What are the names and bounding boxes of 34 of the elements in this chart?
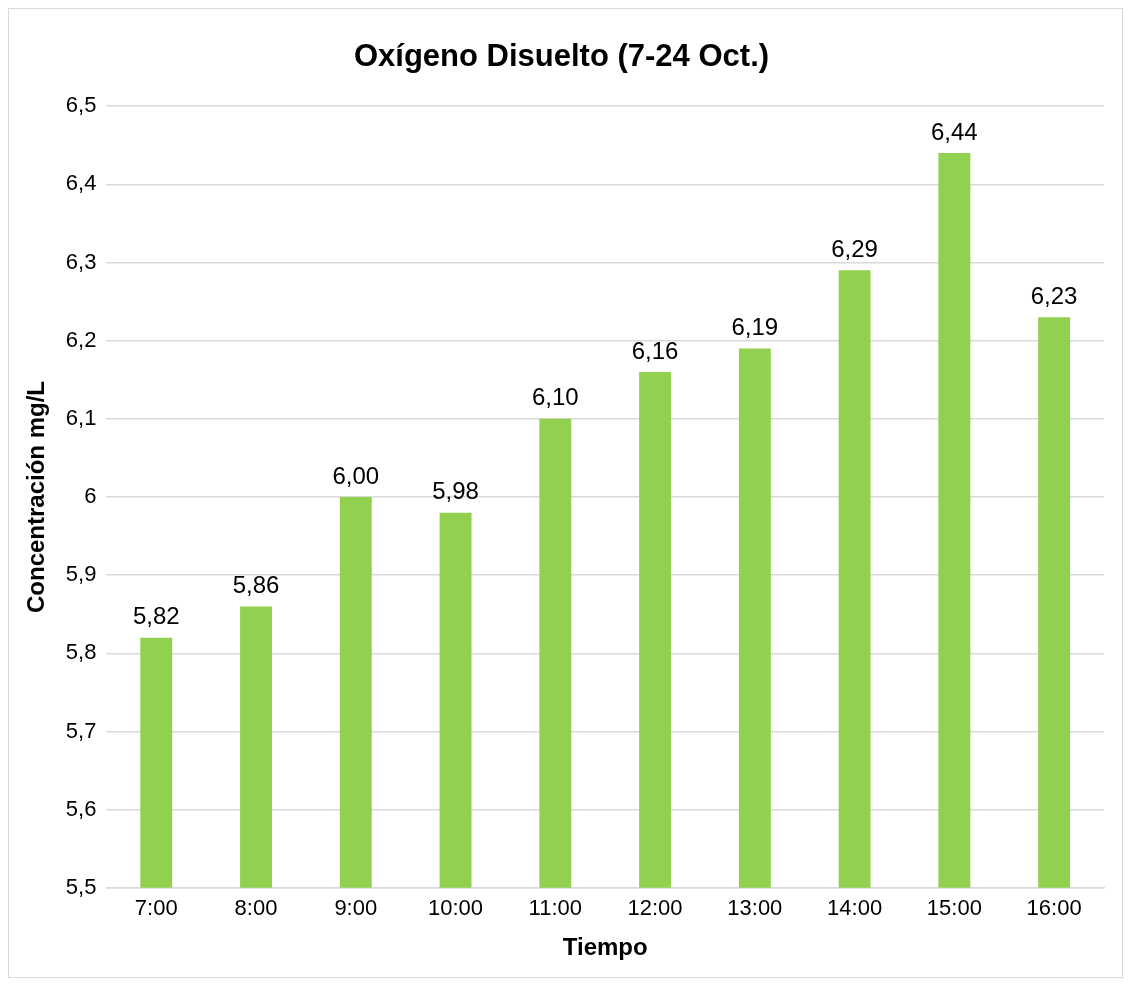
x-tick-label: 16:00 bbox=[1026, 895, 1082, 921]
y-tick-label: 5,9 bbox=[65, 561, 97, 587]
data-label: 6,23 bbox=[1030, 281, 1078, 309]
x-tick-label: 8:00 bbox=[234, 895, 278, 921]
y-axis-title: Concentración mg/L bbox=[22, 380, 50, 614]
data-label: 5,82 bbox=[132, 602, 180, 630]
x-tick-label: 14:00 bbox=[827, 895, 883, 921]
y-tick-label: 5,7 bbox=[65, 717, 97, 743]
x-tick-label: 9:00 bbox=[334, 895, 378, 921]
y-tick-label: 6 bbox=[84, 483, 97, 509]
x-tick-label: 7:00 bbox=[134, 895, 178, 921]
data-label: 6,10 bbox=[531, 383, 579, 411]
y-tick-label: 6,1 bbox=[65, 404, 97, 430]
data-label: 5,86 bbox=[232, 571, 280, 599]
y-tick-label: 6,2 bbox=[65, 326, 97, 352]
y-tick-label: 6,4 bbox=[65, 170, 97, 196]
y-tick-label: 6,5 bbox=[65, 92, 97, 118]
y-tick-label: 6,3 bbox=[65, 248, 97, 274]
data-label: 6,16 bbox=[631, 336, 679, 364]
x-tick-label: 13:00 bbox=[727, 895, 783, 921]
x-tick-label: 15:00 bbox=[926, 895, 982, 921]
data-label: 6,19 bbox=[731, 313, 779, 341]
data-label: 6,29 bbox=[831, 234, 878, 262]
y-tick-label: 5,5 bbox=[65, 873, 97, 899]
y-tick-label: 5,8 bbox=[65, 639, 97, 665]
x-tick-label: 11:00 bbox=[528, 895, 583, 921]
x-tick-label: 10:00 bbox=[428, 895, 484, 921]
data-label: 6,00 bbox=[332, 461, 380, 489]
x-tick-label: 12:00 bbox=[627, 895, 683, 921]
data-label: 5,98 bbox=[432, 477, 479, 505]
chart-title: Oxígeno Disuelto (7-24 Oct.) bbox=[353, 38, 770, 74]
data-label: 6,44 bbox=[931, 117, 978, 145]
y-tick-label: 5,6 bbox=[65, 795, 97, 821]
x-axis-title: Tiempo bbox=[562, 933, 648, 961]
